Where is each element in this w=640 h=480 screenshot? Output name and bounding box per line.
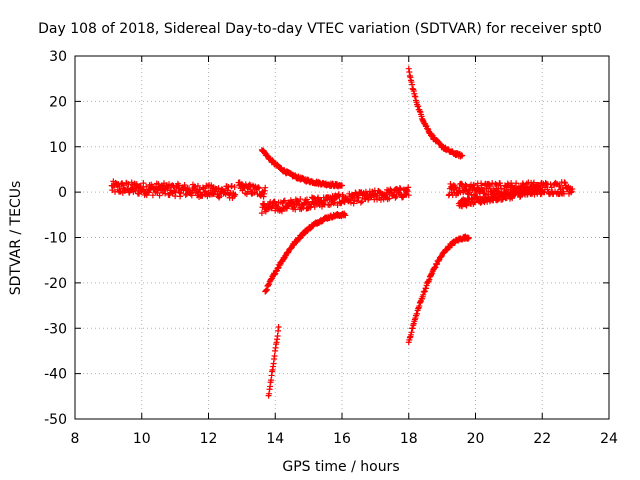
y-tick-label: 10: [49, 140, 67, 156]
y-tick-label: -10: [44, 231, 67, 247]
y-tick-label: -50: [44, 412, 67, 428]
data-point: [347, 199, 354, 206]
data-point: [137, 183, 144, 190]
data-point: [459, 152, 466, 159]
x-tick-label: 22: [533, 431, 551, 447]
data-point: [215, 185, 222, 192]
data-point: [256, 185, 263, 192]
x-tick-label: 18: [400, 431, 418, 447]
x-tick-label: 24: [600, 431, 618, 447]
data-point: [143, 183, 150, 190]
y-tick-label: -40: [44, 367, 67, 383]
data-point: [176, 182, 183, 189]
data-point: [188, 192, 195, 199]
data-point: [463, 202, 470, 209]
y-tick-label: -30: [44, 321, 67, 337]
grid-lines: [75, 56, 609, 419]
data-point: [169, 182, 176, 189]
y-tick-label: -20: [44, 276, 67, 292]
x-axis-label: GPS time / hours: [282, 459, 399, 475]
y-tick-label: 20: [49, 94, 67, 110]
x-tick-label: 20: [467, 431, 485, 447]
x-tick-label: 10: [133, 431, 151, 447]
data-point: [125, 181, 132, 188]
y-axis-label: SDTVAR / TECUs: [8, 181, 24, 296]
y-tick-label: 30: [49, 49, 67, 65]
x-tick-label: 14: [266, 431, 284, 447]
data-point: [128, 179, 135, 186]
data-point: [243, 191, 250, 198]
data-point: [569, 186, 576, 193]
data-point: [463, 182, 470, 189]
data-point: [274, 333, 281, 340]
data-point: [140, 180, 147, 187]
data-point: [354, 198, 361, 205]
data-point: [145, 189, 152, 196]
data-point: [498, 185, 505, 192]
data-point: [271, 353, 278, 360]
data-point: [330, 200, 337, 207]
data-points: [108, 65, 576, 399]
data-point: [156, 192, 163, 199]
data-point: [405, 192, 412, 199]
data-point: [476, 193, 483, 200]
data-point: [281, 197, 288, 204]
data-point: [539, 188, 546, 195]
data-point: [362, 196, 369, 203]
x-tick-label: 16: [333, 431, 351, 447]
data-point: [275, 324, 282, 331]
data-point: [297, 196, 304, 203]
data-point: [560, 190, 567, 197]
y-tick-label: 0: [58, 185, 67, 201]
x-tick-label: 12: [200, 431, 218, 447]
data-point: [547, 181, 554, 188]
y-axis-ticks: -50 -40 -30 -20 -10 0 10 20 30: [44, 49, 609, 428]
data-point: [339, 182, 345, 189]
x-tick-label: 8: [71, 431, 80, 447]
data-point: [359, 198, 366, 205]
data-point: [471, 199, 478, 206]
data-point: [489, 180, 496, 187]
data-point: [355, 194, 362, 201]
x-axis-ticks: 8 10 12 14 16 18 20 22 24: [71, 56, 618, 447]
data-point: [192, 183, 199, 190]
data-point: [194, 182, 201, 189]
data-point: [452, 184, 459, 191]
data-point: [342, 212, 349, 219]
data-point: [258, 210, 265, 217]
data-point: [397, 185, 404, 192]
data-point: [149, 192, 156, 199]
data-point: [232, 191, 239, 198]
data-point: [513, 180, 520, 187]
data-point: [405, 184, 412, 191]
data-point: [262, 184, 269, 191]
data-point: [357, 199, 364, 206]
data-point: [204, 183, 211, 190]
chart-title: Day 108 of 2018, Sidereal Day-to-day VTE…: [38, 21, 602, 37]
data-point: [231, 184, 238, 191]
data-point: [465, 234, 472, 241]
data-point: [386, 195, 393, 202]
data-point: [164, 184, 171, 191]
data-point: [393, 193, 400, 200]
data-point: [280, 198, 287, 205]
data-point: [228, 182, 235, 189]
